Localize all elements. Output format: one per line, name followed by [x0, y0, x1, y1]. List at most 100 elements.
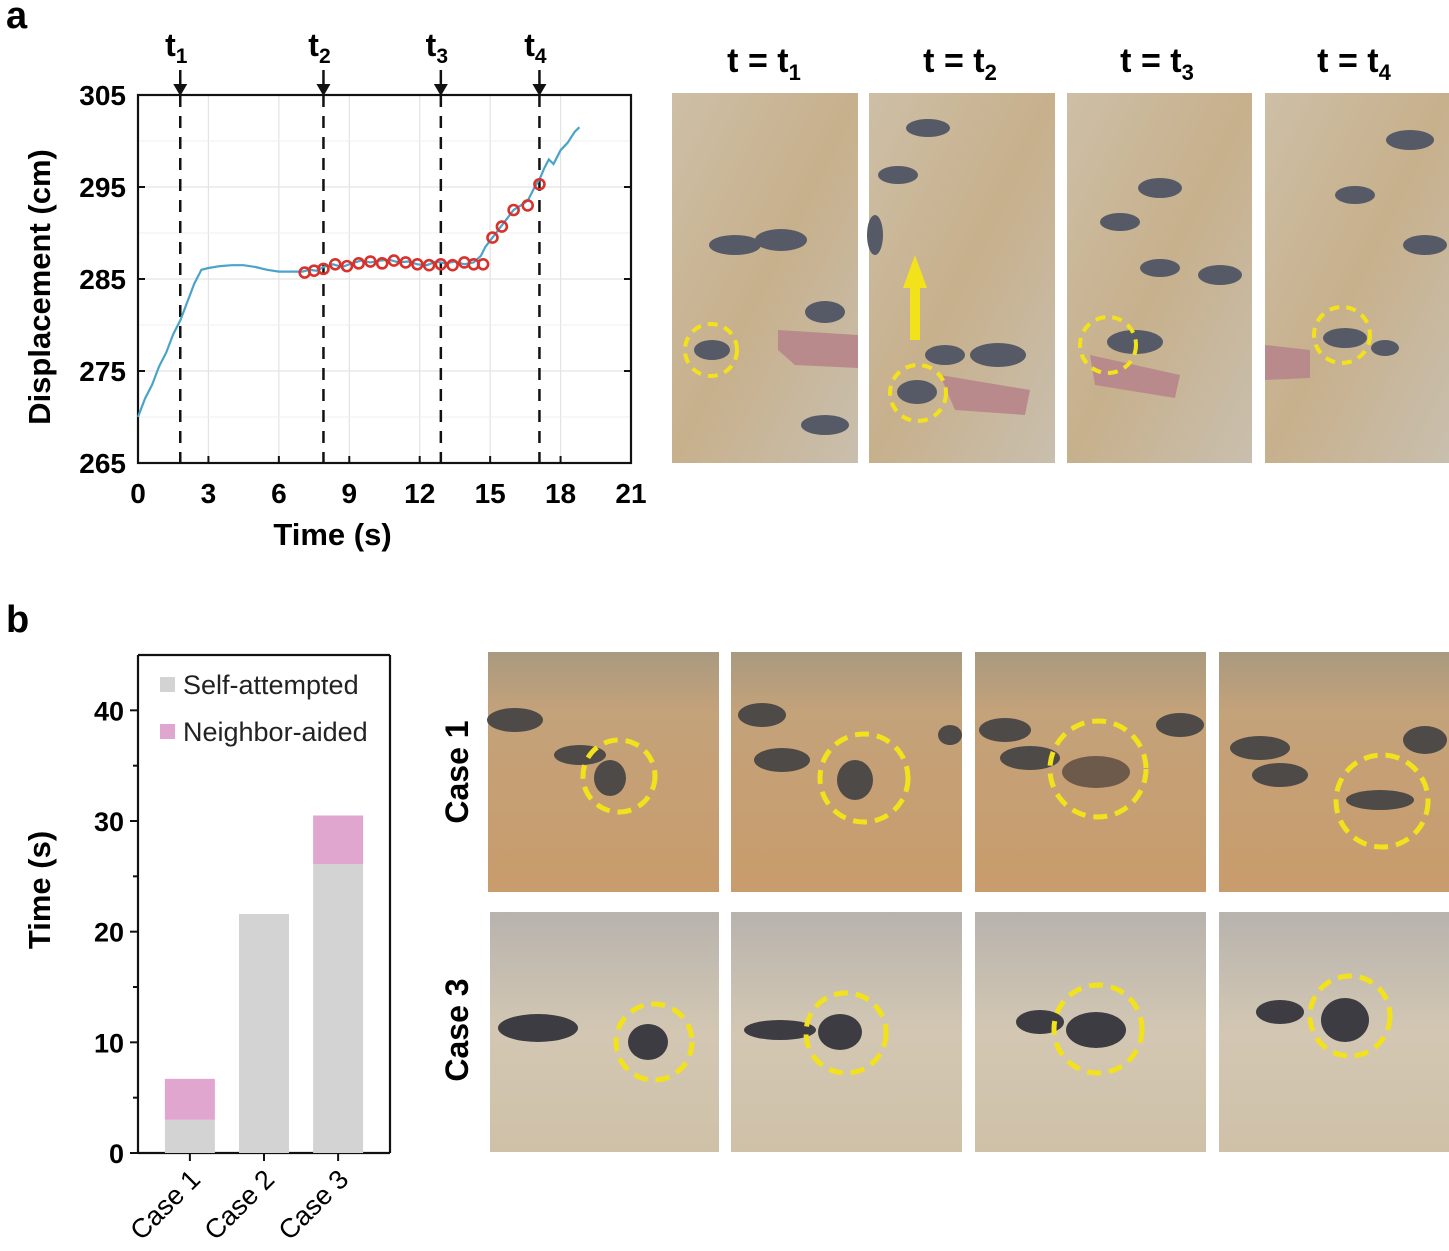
frame-b-case3-1	[490, 912, 719, 1152]
x-tick-label: Case 2	[199, 1164, 281, 1246]
bar-self-attempted-1	[164, 1119, 215, 1153]
x-tick-label: 6	[271, 478, 287, 509]
highlight-circle	[580, 737, 658, 815]
data-point-marker	[486, 231, 499, 244]
highlight-circle	[1047, 718, 1149, 820]
data-point-marker	[533, 177, 546, 191]
frame-b-case1-2	[731, 652, 962, 892]
data-point-marker	[340, 259, 354, 273]
panel-a-label: a	[6, 0, 28, 37]
highlight-circle	[1307, 973, 1393, 1059]
x-tick-label: 18	[545, 478, 576, 509]
bar-neighbor-aided-3	[313, 815, 364, 865]
x-tick-label: 0	[130, 478, 146, 509]
y-tick-label: 285	[79, 264, 126, 295]
highlight-circle	[803, 990, 889, 1076]
frame-title-3: t = t3	[1120, 42, 1194, 85]
data-point-marker	[507, 203, 520, 217]
frame-a-3	[1067, 93, 1252, 463]
event-label-t1: t1	[165, 27, 188, 68]
frame-titles: t = t1 t = t2 t = t3 t = t4	[727, 42, 1391, 85]
highlight-circle	[888, 363, 948, 423]
bar-neighbor-aided-1	[164, 1078, 215, 1120]
highlight-circle	[1333, 752, 1431, 850]
arrow-down-icon	[316, 84, 331, 96]
robot	[867, 119, 1026, 404]
frame-b-case3-2	[731, 912, 962, 1152]
displacement-chart: 0 3 6 9 12 15 18 21 265 275 285 295 305 Time (s) Displ…	[22, 27, 647, 552]
x-tick-label: 21	[615, 478, 646, 509]
arrow-down-icon	[173, 84, 188, 96]
event-label-t4: t4	[524, 27, 547, 68]
arrow-down-icon	[532, 84, 547, 96]
x-tick-label: 3	[201, 478, 217, 509]
bar-self-attempted-3	[313, 864, 364, 1153]
frame-title-1: t = t1	[727, 42, 801, 85]
highlight-circle	[683, 322, 739, 378]
y-axis-label: Displacement (cm)	[22, 149, 57, 425]
arrow-up-icon	[903, 255, 927, 340]
data-point-marker	[411, 257, 424, 271]
x-tick-label: Case 1	[124, 1164, 206, 1246]
frame-b-case3-4	[1219, 912, 1449, 1152]
obstacle	[1265, 345, 1310, 380]
frame-b-case1-4	[1219, 652, 1449, 892]
y-tick-label: 265	[79, 448, 126, 479]
panel-b-label: b	[6, 599, 29, 641]
x-tick-label: 9	[341, 478, 357, 509]
obstacle	[940, 375, 1030, 415]
legend-label: Neighbor-aided	[183, 717, 368, 747]
data-point-marker	[317, 262, 330, 276]
data-point-marker	[352, 257, 365, 270]
frame-title-2: t = t2	[923, 42, 997, 85]
x-tick-label: 15	[475, 478, 506, 509]
data-point-marker	[476, 257, 490, 271]
y-tick-label: 30	[94, 807, 124, 837]
data-point-marker	[387, 254, 401, 267]
data-point-marker	[495, 220, 509, 233]
highlight-circle	[817, 731, 911, 825]
frame-a-4	[1265, 93, 1449, 463]
robot	[1323, 130, 1447, 356]
y-axis-label: Time (s)	[22, 831, 57, 949]
highlight-circle	[1312, 305, 1372, 365]
robot	[1100, 178, 1242, 354]
legend-label: Self-attempted	[183, 670, 359, 700]
row-label-case-1: Case 1	[439, 720, 475, 823]
y-tick-label: 295	[79, 172, 126, 203]
data-point-marker	[422, 258, 436, 272]
y-tick-label: 275	[79, 356, 126, 387]
data-point-marker	[446, 258, 459, 272]
legend-swatch	[160, 677, 175, 692]
event-label-t3: t3	[426, 27, 448, 68]
obstacle	[1090, 355, 1180, 398]
y-tick-label: 20	[94, 918, 124, 948]
data-point-marker	[375, 257, 389, 270]
arrow-down-icon	[433, 84, 448, 96]
event-label-t2: t2	[308, 27, 330, 68]
highlight-circle	[613, 1001, 695, 1083]
obstacle	[778, 330, 858, 368]
frame-b-case1-1	[487, 652, 719, 892]
x-tick-label: 12	[404, 478, 435, 509]
y-tick-label: 0	[109, 1139, 124, 1169]
highlight-circle	[1078, 315, 1138, 375]
data-point-marker	[399, 256, 412, 269]
frame-title-4: t = t4	[1317, 42, 1391, 85]
x-tick-label: Case 3	[273, 1164, 355, 1246]
highlight-circle	[1051, 982, 1145, 1076]
data-point-marker	[521, 199, 535, 212]
frame-a-1	[672, 93, 858, 463]
frame-a-2	[867, 93, 1055, 463]
robot	[694, 229, 849, 435]
y-tick-label: 10	[94, 1028, 124, 1058]
row-label-case-3: Case 3	[439, 978, 475, 1081]
data-point-marker	[328, 257, 342, 271]
legend-swatch	[160, 724, 175, 739]
data-point-marker	[364, 255, 377, 268]
series-line-displacement	[136, 126, 581, 418]
frame-b-case3-3	[975, 912, 1206, 1152]
bar-self-attempted-2	[239, 913, 289, 1153]
